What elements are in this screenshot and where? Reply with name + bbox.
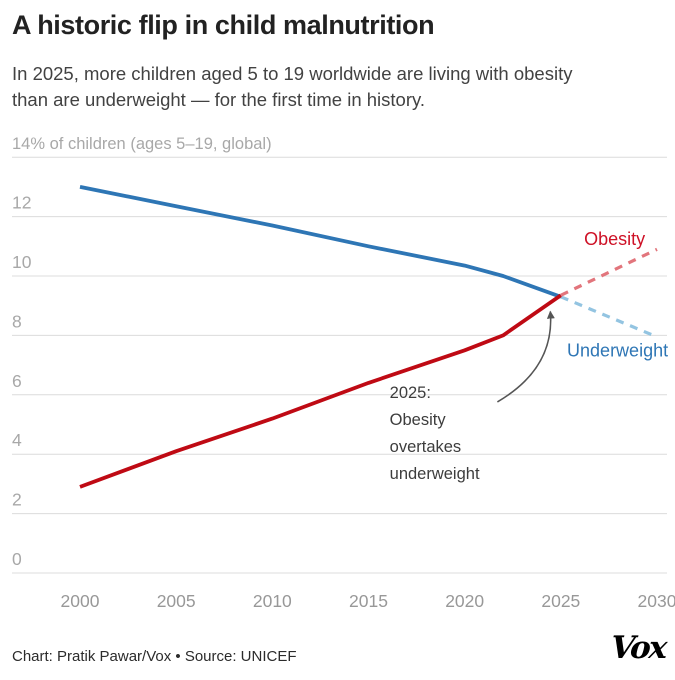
x-tick-label: 2025: [541, 591, 580, 611]
x-tick-label: 2020: [445, 591, 484, 611]
y-tick-label: 6: [12, 371, 22, 391]
series-line-underweight-projected-: [560, 295, 658, 339]
series-line-obesity-projected-: [560, 247, 658, 297]
annotation-line: 2025:: [390, 384, 431, 402]
series-line-underweight: [79, 185, 562, 299]
y-tick-label: 12: [12, 193, 31, 213]
x-tick-label: 2005: [157, 591, 196, 611]
line-chart: 0 2 4 6 8 10 12 14% of children (ages 5–19, glo…: [0, 130, 675, 625]
annotation-line: Obesity: [390, 411, 447, 429]
vox-logo: Vox: [609, 630, 667, 666]
axis-title: 14% of children (ages 5–19, global): [12, 135, 272, 153]
y-tick-label: 4: [12, 430, 22, 450]
x-tick-label: 2030: [638, 591, 675, 611]
y-tick-label: 0: [12, 549, 22, 569]
chart-subtitle-line-1: In 2025, more children aged 5 to 19 worl…: [12, 63, 573, 84]
series-label-underweight: Underweight: [567, 340, 668, 360]
chart-subtitle: In 2025, more children aged 5 to 19 worl…: [12, 61, 572, 113]
series-label-obesity: Obesity: [584, 229, 645, 249]
y-tick-label: 2: [12, 490, 22, 510]
chart-title: A historic flip in child malnutrition: [12, 10, 435, 40]
y-tick-label: 8: [12, 311, 22, 331]
y-tick-label: 10: [12, 252, 32, 272]
line-chart-canvas: 0 2 4 6 8 10 12 14% of children (ages 5–19, glo…: [12, 135, 675, 611]
x-tick-label: 2000: [61, 591, 100, 611]
annotation-line: overtakes: [390, 438, 462, 456]
series-line-obesity: [79, 293, 562, 489]
chart-credit: Chart: Pratik Pawar/Vox • Source: UNICEF: [12, 648, 297, 665]
chart-subtitle-line-2: than are underweight — for the first tim…: [12, 89, 426, 110]
x-tick-label: 2010: [253, 591, 292, 611]
x-tick-label: 2015: [349, 591, 388, 611]
annotation-line: underweight: [390, 465, 480, 483]
annotation-arrow: [496, 310, 555, 403]
